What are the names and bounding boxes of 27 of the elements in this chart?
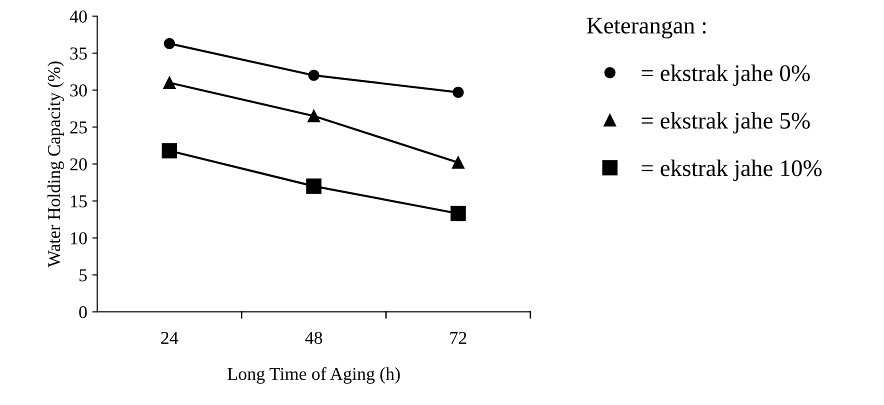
y-axis-title: Water Holding Capacity (%) (47, 62, 64, 268)
y-tick-label: 35 (70, 47, 87, 60)
x-axis-title: Long Time of Aging (h) (228, 367, 400, 384)
y-tick-label: 0 (79, 306, 87, 318)
point (308, 110, 320, 122)
y-tick-label: 15 (71, 195, 87, 208)
y-tick-label: 5 (80, 269, 87, 282)
y-tick-label: 40 (70, 10, 87, 23)
point (162, 143, 178, 158)
point (163, 76, 176, 89)
y-tick-label: 30 (70, 84, 87, 97)
y-tick-label: 20 (70, 158, 87, 170)
legend-title: Keterangan : (586, 18, 706, 38)
x-tick-label: 48 (305, 332, 322, 344)
x-tick-label: 24 (161, 332, 178, 344)
point (164, 38, 175, 50)
point (452, 156, 464, 169)
point (308, 70, 320, 81)
x-tick-label: 72 (450, 332, 466, 344)
legend-label: = ekstrak jahe 10% (642, 160, 822, 182)
legend-label: = ekstrak jahe 0% (642, 64, 810, 86)
point (450, 206, 466, 222)
y-tick-label: 10 (71, 232, 87, 244)
y-tick-label: 25 (70, 121, 87, 134)
point (306, 178, 322, 194)
point (452, 86, 464, 98)
legend-label: = ekstrak jahe 5% (642, 112, 810, 134)
